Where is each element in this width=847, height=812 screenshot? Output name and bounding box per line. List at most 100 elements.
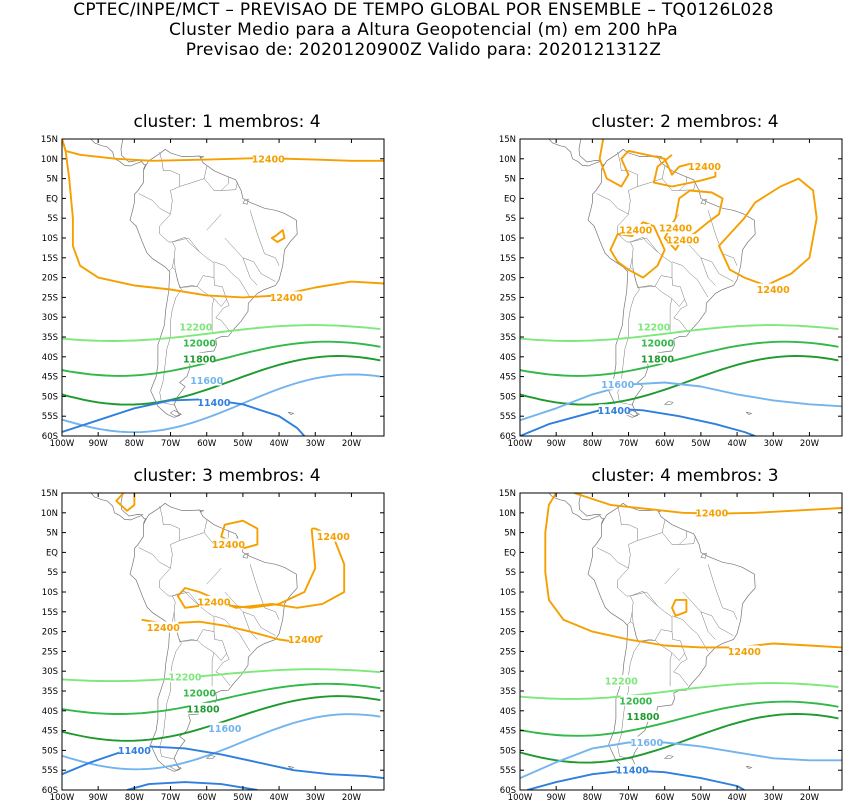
y-tick-label: 45S [500,373,516,383]
x-tick-label: 50W [233,793,253,803]
contour-label-11800: 11800 [626,712,659,723]
country-border [669,298,673,333]
contour-line-11400 [520,407,756,436]
contour-line-11600 [520,741,842,779]
x-tick-label: 20W [800,793,820,803]
y-tick-label: 30S [42,313,58,323]
y-tick-label: 55S [42,412,58,422]
y-tick-label: 45S [42,727,58,737]
y-tick-label: 15S [500,608,516,618]
y-tick-label: 50S [42,746,58,756]
contour-label-12200: 12200 [605,677,638,688]
country-border [671,261,709,298]
contour-label-12000: 12000 [619,696,652,707]
map-frame [61,138,385,437]
contour-label-background [213,538,244,550]
contour-line-12400 [270,229,286,243]
contour-label-12400: 12400 [666,235,699,246]
island-outline [199,510,205,513]
x-tick-label: 20W [342,439,362,449]
y-tick-label: 10S [500,234,516,244]
contour-label-11800: 11800 [183,354,216,365]
contour-label-background [318,530,349,542]
y-tick-label: 40S [500,353,516,363]
y-tick-label: 20S [500,628,516,638]
contour-label-11400: 11400 [197,398,230,409]
island-outline [700,198,707,205]
country-border [242,257,276,282]
x-tick-label: 70W [161,439,181,449]
x-tick-label: 40W [269,439,289,449]
contour-label-background [599,404,630,416]
coastline-caribbean [120,493,144,517]
contour-label-12400: 12400 [619,226,652,237]
contour-line-11400 [126,781,258,790]
country-border [213,261,251,298]
x-tick-label: 80W [125,439,145,449]
contour-line-11400 [62,745,384,780]
figure-header: CPTEC/INPE/MCT – PREVISAO DE TEMPO GLOBA… [0,0,847,60]
y-tick-label: 5N [504,175,516,185]
map-layer [62,493,298,772]
contour-line-12400 [598,139,717,188]
contour-label-12200: 12200 [179,323,212,334]
contour-line-12200 [520,682,839,700]
contour-line-12400 [62,139,384,299]
country-border [682,237,716,286]
country-border [204,176,229,191]
contour-label-background [148,621,179,633]
contour-label-11600: 11600 [208,724,241,735]
contour-line-12000 [62,682,381,715]
contour-label-background [191,374,222,386]
contour-label-background [170,671,201,683]
contour-label-background [642,336,673,348]
y-tick-label: 60S [42,786,58,796]
contour-label-12200: 12200 [637,323,670,334]
country-border [173,257,215,288]
x-tick-label: 90W [547,439,567,449]
x-tick-label: 70W [161,793,181,803]
y-tick-label: 35S [42,333,58,343]
contour-label-12000: 12000 [183,338,216,349]
y-tick-label: 50S [42,392,58,402]
coastline-central-america [520,139,605,170]
y-tick-label: 15N [41,135,58,145]
contour-label-background [198,396,229,408]
country-border [617,568,634,626]
contour-label-11600: 11600 [630,738,663,749]
contour-label-12400: 12400 [252,154,285,165]
country-border [206,214,222,231]
contour-label-12400: 12400 [212,540,245,551]
y-tick-label: 60S [42,432,58,442]
country-border [631,257,673,288]
contour-label-11800: 11800 [641,354,674,365]
contour-line-11400 [62,398,306,436]
contour-label-12400: 12400 [270,293,303,304]
contour-label-12000: 12000 [183,688,216,699]
x-tick-label: 70W [619,793,639,803]
contour-label-12200: 12200 [168,673,201,684]
island-outline [205,755,216,759]
contour-label-background [209,722,240,734]
contour-line-12400 [671,598,688,617]
header-forecast-info: Previsao de: 2020120900Z Valido para: 20… [185,40,662,60]
x-tick-label: 90W [89,439,109,449]
contour-label-background [180,321,211,333]
header-subtitle: Cluster Medio para a Altura Geopotencial… [168,20,679,40]
country-border [249,564,280,620]
map-frame [519,138,843,437]
contour-label-12400: 12400 [728,647,761,658]
contour-line-12400 [544,493,842,649]
y-tick-label: 15N [499,135,516,145]
y-tick-label: 40S [500,707,516,717]
coastline-central-america [62,139,147,170]
y-tick-label: 50S [500,746,516,756]
island-outline [287,411,295,415]
contour-line-12200 [62,324,381,342]
coastline-south-america [587,502,756,772]
country-border [630,236,689,333]
contour-label-background [198,595,229,607]
cluster-1-map: 12400 12400 12200 12000 11800 11600 11400 15N 10… [41,135,385,449]
contour-label-11400: 11400 [598,406,631,417]
